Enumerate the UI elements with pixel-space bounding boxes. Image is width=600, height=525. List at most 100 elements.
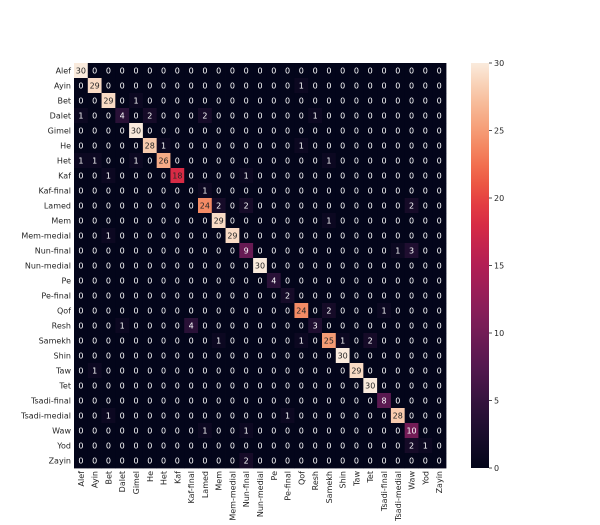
heatmap-cell [198,348,213,364]
cell-value: 0 [92,202,97,211]
cell-value: 1 [395,247,400,256]
heatmap-cell [335,153,350,169]
heatmap-cell [170,123,185,139]
heatmap-cell [390,213,406,229]
heatmap-cell [142,153,158,169]
cell-value: 0 [230,142,235,151]
cell-value: 0 [299,277,304,286]
heatmap-cell [74,453,89,469]
heatmap-cell [156,138,171,154]
cell-value: 0 [423,277,428,286]
cell-value: 0 [189,412,194,421]
cell-value: 0 [271,232,276,241]
heatmap-cell [156,393,171,409]
cell-value: 0 [354,112,359,121]
heatmap-cell [266,288,282,304]
x-tick-label: Kaf-final [187,471,196,504]
heatmap-cell [349,258,364,274]
cell-value: 0 [133,292,138,301]
cell-value: 0 [189,337,194,346]
heatmap-cell [377,198,392,214]
cell-value: 0 [368,277,373,286]
heatmap-cell [280,198,295,214]
cell-value: 0 [271,97,276,106]
cell-value: 0 [313,457,318,466]
heatmap-cell [156,378,171,394]
colorbar-scale [471,63,489,468]
heatmap-cell [211,243,226,259]
heatmap-cell [280,138,295,154]
heatmap-cell [239,333,254,349]
cell-value: 0 [381,322,386,331]
cell-value: 0 [409,292,414,301]
heatmap-cell [115,228,130,244]
heatmap-cell [156,318,171,334]
x-tick-label: Het [160,471,169,485]
heatmap-cell [170,198,185,214]
cell-value: 0 [120,247,125,256]
heatmap-cell [322,168,337,184]
heatmap-cell [377,213,392,229]
cell-value: 0 [189,247,194,256]
x-tick-label: Taw [352,471,361,487]
cell-value: 0 [230,187,235,196]
heatmap-cell [404,123,419,139]
heatmap-cell [170,348,185,364]
cell-value: 0 [78,172,83,181]
heatmap-cell [308,258,323,274]
cell-value: 0 [189,262,194,271]
heatmap-cell [211,123,226,139]
heatmap-cell [211,378,226,394]
heatmap-cell [239,183,254,199]
cell-value: 0 [299,442,304,451]
cell-value: 0 [147,457,152,466]
heatmap-cell [253,108,268,124]
cell-value: 0 [106,142,111,151]
heatmap-cell [115,123,130,139]
heatmap-cell [432,258,447,274]
heatmap-cell [170,153,185,169]
heatmap-cell [363,243,378,259]
heatmap-cell [363,258,378,274]
heatmap-cell [211,183,226,199]
heatmap-cell [418,108,433,124]
heatmap-cell [404,228,419,244]
heatmap-cell [225,303,240,319]
cell-value: 0 [313,292,318,301]
cell-value: 0 [257,337,262,346]
x-tick-label: Tsadi-final [380,471,389,512]
heatmap-cell [101,153,116,169]
heatmap-cell [239,123,254,139]
heatmap-cell [211,198,226,214]
heatmap-cell [101,438,116,454]
cell-value: 0 [257,172,262,181]
heatmap-cell [266,78,282,94]
heatmap-cell [101,108,116,124]
heatmap-cell [184,63,199,79]
heatmap-cell [390,273,406,289]
cell-value: 0 [354,307,359,316]
heatmap-cell [308,78,323,94]
cell-value: 0 [202,172,207,181]
cell-value: 0 [299,202,304,211]
heatmap-cell [253,393,268,409]
heatmap-cell [253,273,268,289]
heatmap-cell [74,438,89,454]
heatmap-cell [404,333,419,349]
heatmap-cell [142,393,158,409]
heatmap-cell [363,123,378,139]
heatmap-cell [363,303,378,319]
heatmap-cell [418,198,433,214]
heatmap-cell [390,408,406,424]
cell-value: 0 [189,457,194,466]
heatmap-cell [280,408,295,424]
cell-value: 0 [326,352,331,361]
cell-value: 0 [175,277,180,286]
cell-value: 0 [161,112,166,121]
cell-value: 0 [354,412,359,421]
cell-value: 0 [120,307,125,316]
heatmap-cell [184,453,199,469]
cell-value: 0 [423,352,428,361]
cell-value: 0 [271,337,276,346]
cell-value: 0 [120,262,125,271]
